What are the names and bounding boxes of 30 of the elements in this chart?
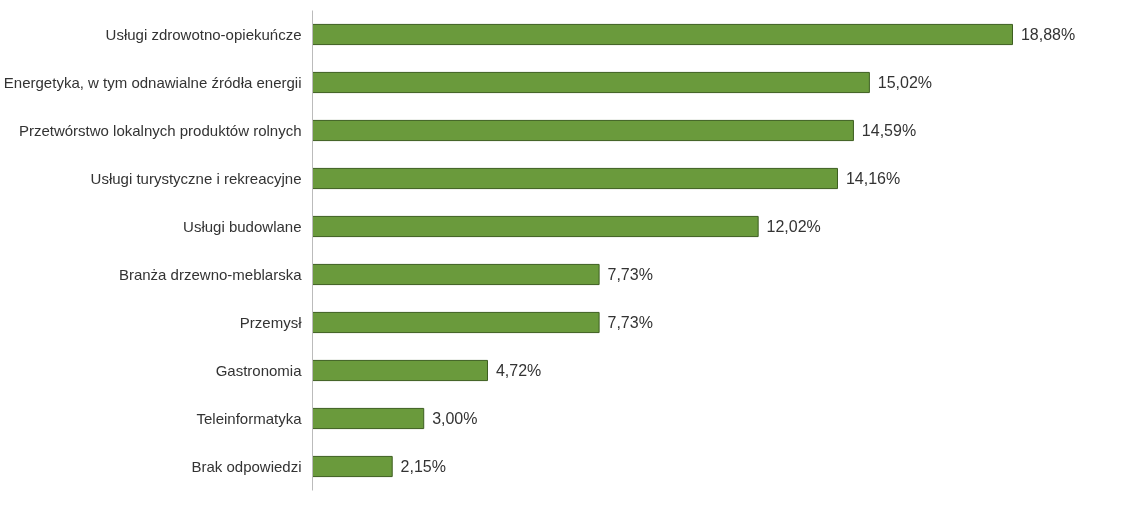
- y-tick-label: Teleinformatyka: [196, 410, 303, 427]
- data-label: 7,73%: [607, 266, 653, 283]
- y-tick-label: Gastronomia: [215, 362, 303, 379]
- data-label: 12,02%: [766, 218, 821, 235]
- bar: [312, 407, 425, 430]
- data-label: 2,15%: [400, 458, 446, 475]
- y-tick-label: Usługi zdrowotno-opiekuńcze: [105, 26, 302, 43]
- data-label: 18,88%: [1020, 26, 1076, 43]
- bar: [312, 215, 759, 238]
- y-tick-label: Usługi turystyczne i rekreacyjne: [90, 170, 302, 187]
- data-label: 3,00%: [432, 410, 478, 427]
- bar: [312, 119, 854, 142]
- y-tick-label: Przemysł: [239, 314, 303, 331]
- bar: [312, 263, 600, 286]
- y-tick-label: Branża drzewno-meblarska: [118, 266, 303, 283]
- data-label: 14,16%: [845, 170, 901, 187]
- data-label: 4,72%: [495, 362, 542, 379]
- data-label: 14,59%: [861, 122, 917, 139]
- y-tick-label: Usługi budowlane: [183, 218, 302, 235]
- bar: [312, 311, 600, 334]
- y-tick-label: Przetwórstwo lokalnych produktów rolnych: [18, 122, 302, 139]
- bar: [312, 455, 393, 478]
- data-label: 7,73%: [607, 314, 653, 331]
- bar: [312, 23, 1013, 46]
- bar: [312, 359, 488, 382]
- data-label: 15,02%: [877, 74, 933, 91]
- y-tick-label: Brak odpowiedzi: [191, 458, 302, 475]
- y-tick-label: Energetyka, w tym odnawialne źródła energii: [3, 74, 302, 91]
- bar: [312, 167, 838, 190]
- bar: [312, 71, 870, 94]
